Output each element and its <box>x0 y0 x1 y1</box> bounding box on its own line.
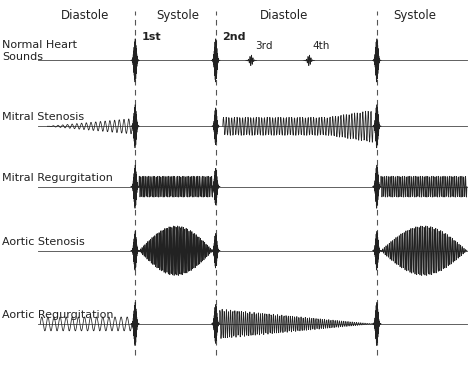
Text: Aortic Stenosis: Aortic Stenosis <box>2 236 85 247</box>
Text: Systole: Systole <box>156 9 199 22</box>
Text: Systole: Systole <box>393 9 436 22</box>
Text: 2nd: 2nd <box>222 31 246 42</box>
Text: Normal Heart
Sounds: Normal Heart Sounds <box>2 40 77 62</box>
Text: 3rd: 3rd <box>255 41 273 51</box>
Text: Mitral Stenosis: Mitral Stenosis <box>2 112 84 122</box>
Text: Mitral Regurgitation: Mitral Regurgitation <box>2 172 113 183</box>
Text: Diastole: Diastole <box>61 9 109 22</box>
Text: 1st: 1st <box>142 31 161 42</box>
Text: Diastole: Diastole <box>260 9 309 22</box>
Text: 4th: 4th <box>313 41 330 51</box>
Text: Aortic Regurgitation: Aortic Regurgitation <box>2 310 114 320</box>
